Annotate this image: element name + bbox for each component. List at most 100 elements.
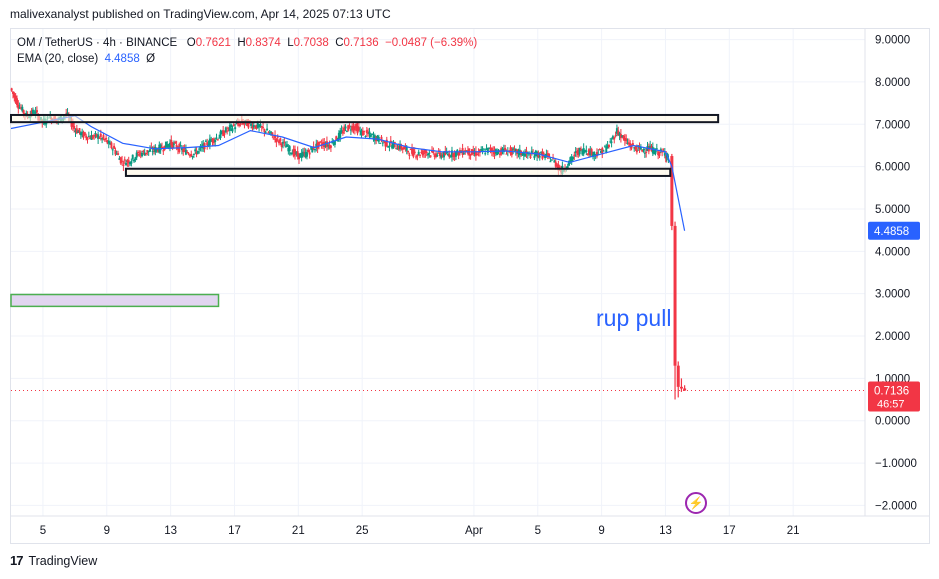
candle-body [194,149,197,152]
candle-body [601,148,604,155]
candle-body [412,149,415,157]
candle-body [252,125,255,127]
candle-body [103,139,106,141]
candle-body [263,129,266,133]
candle-body [454,151,457,157]
candle-body [643,152,646,154]
candle-body [250,123,253,126]
candle-body [361,130,364,136]
candle-body [316,142,319,149]
candle-body [264,131,267,133]
candle-body [638,146,641,149]
fire-icon[interactable]: ⚡ [685,492,707,514]
candle-body [308,152,311,155]
candle-body [219,131,222,139]
candle-body [71,122,74,127]
candle-body [462,153,465,155]
candle-body [227,127,230,129]
candle-body [450,150,453,157]
candle-body [569,157,572,163]
candle-body [642,149,645,151]
candle-body [215,137,218,139]
candle-body [359,130,362,132]
candle-body [156,149,159,152]
candle-body [501,148,504,152]
time-tick-label: 13 [164,525,177,537]
candle-body [151,150,154,152]
candle-body [621,135,624,137]
candle-body [480,148,483,150]
countdown-label: 46:57 [877,398,905,410]
candle-body [440,155,443,158]
candle-body [172,143,175,145]
candle-body [482,149,485,151]
candle-body [585,150,588,152]
candle-body [321,142,324,146]
candle-body [568,160,571,166]
candle-body [275,138,278,143]
candle-body [304,152,307,158]
candle-body [368,131,371,135]
candle-body [411,148,414,154]
candle-body [222,130,225,136]
candle-body [259,124,262,128]
candle-body [85,135,88,138]
candle-body [79,132,82,136]
candle-body [363,130,366,132]
candle-body [611,136,614,139]
ema-legend-value: 4.4858 [104,53,140,65]
candle-body [131,154,134,160]
symbol-label[interactable]: OM / TetherUS · 4h · BINANCE [17,37,178,49]
candle-body [297,153,300,160]
candle-body [513,148,516,150]
candle-body [525,150,528,154]
candle-body [190,154,193,157]
candle-body [399,143,402,150]
support-box[interactable] [124,167,672,177]
candle-body [619,134,622,139]
candle-body [305,152,308,157]
chart-pane[interactable] [10,28,930,544]
candle-body [384,140,387,147]
candle-body [550,159,553,161]
candle-body [476,154,479,156]
candle-body [446,153,449,156]
candle-body [458,150,461,152]
candle-body [576,151,579,154]
candle-body [186,152,189,154]
candle-body [235,123,238,125]
demand-zone-box[interactable] [10,293,220,308]
candle-body [283,141,286,143]
candle-body [94,133,97,135]
candle-body [428,152,431,154]
candle-body [343,127,346,132]
candle-body [110,142,113,149]
candle-body [303,152,306,154]
candle-body [549,161,552,163]
candle-body [99,133,102,137]
ema-label[interactable]: EMA (20, close) [17,53,99,65]
candle-body [348,125,351,127]
candle-body [301,151,304,157]
candle-body [19,107,22,109]
ema-line [10,115,686,231]
candle-body [566,166,569,169]
candle-body [147,150,150,152]
candle-body [615,128,618,134]
candle-body [530,150,533,154]
candle-body [654,151,657,154]
candle-body [421,150,424,156]
candle-body [300,152,303,158]
candle-body [166,144,169,148]
candle-body [618,133,621,136]
candle-body [416,155,419,157]
candle-body [260,126,263,128]
candle-body [397,145,400,150]
candle-body [230,124,233,128]
candle-body [327,144,330,146]
resistance-box[interactable] [10,113,720,124]
chart-legend: OM / TetherUS · 4h · BINANCE O0.7621 H0.… [17,35,477,67]
candle-body [432,149,435,153]
